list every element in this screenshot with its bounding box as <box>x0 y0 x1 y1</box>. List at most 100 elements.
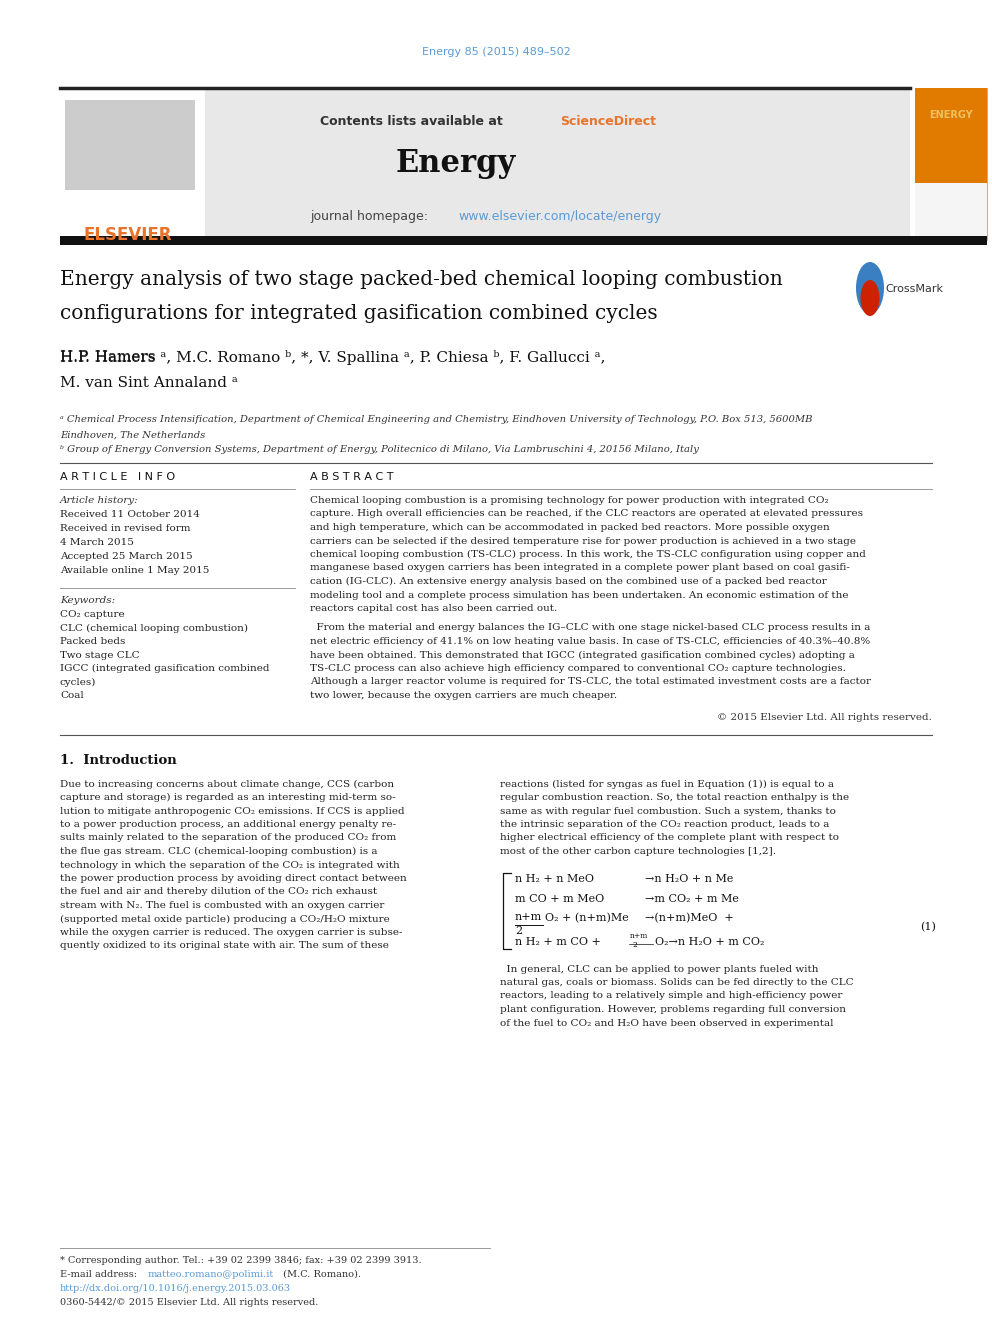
Text: (1): (1) <box>920 922 935 933</box>
Text: Keywords:: Keywords: <box>60 595 115 605</box>
Text: manganese based oxygen carriers has been integrated in a complete power plant ba: manganese based oxygen carriers has been… <box>310 564 850 573</box>
Text: ᵇ Group of Energy Conversion Systems, Department of Energy, Politecnico di Milan: ᵇ Group of Energy Conversion Systems, De… <box>60 445 699 454</box>
Text: chemical looping combustion (TS-CLC) process. In this work, the TS-CLC configura: chemical looping combustion (TS-CLC) pro… <box>310 550 866 560</box>
Text: plant configuration. However, problems regarding full conversion: plant configuration. However, problems r… <box>500 1005 846 1013</box>
Text: technology in which the separation of the CO₂ is integrated with: technology in which the separation of th… <box>60 860 400 869</box>
Text: Received in revised form: Received in revised form <box>60 524 190 533</box>
Text: IGCC (integrated gasification combined: IGCC (integrated gasification combined <box>60 664 270 673</box>
Text: Received 11 October 2014: Received 11 October 2014 <box>60 509 199 519</box>
Text: cation (IG-CLC). An extensive energy analysis based on the combined use of a pac: cation (IG-CLC). An extensive energy ana… <box>310 577 826 586</box>
Text: E-mail address:: E-mail address: <box>60 1270 140 1279</box>
Text: Article history:: Article history: <box>60 496 139 505</box>
Text: http://dx.doi.org/10.1016/j.energy.2015.03.063: http://dx.doi.org/10.1016/j.energy.2015.… <box>60 1285 291 1293</box>
Text: regular combustion reaction. So, the total reaction enthalpy is the: regular combustion reaction. So, the tot… <box>500 792 849 802</box>
Text: n+m: n+m <box>630 931 649 939</box>
Text: A B S T R A C T: A B S T R A C T <box>310 472 394 482</box>
Text: © 2015 Elsevier Ltd. All rights reserved.: © 2015 Elsevier Ltd. All rights reserved… <box>717 713 932 721</box>
Text: reactions (listed for syngas as fuel in Equation (1)) is equal to a: reactions (listed for syngas as fuel in … <box>500 779 834 789</box>
Text: Energy 85 (2015) 489–502: Energy 85 (2015) 489–502 <box>422 48 570 57</box>
Text: and high temperature, which can be accommodated in packed bed reactors. More pos: and high temperature, which can be accom… <box>310 523 829 532</box>
Text: Available online 1 May 2015: Available online 1 May 2015 <box>60 566 209 576</box>
Text: modeling tool and a complete process simulation has been undertaken. An economic: modeling tool and a complete process sim… <box>310 590 848 599</box>
Ellipse shape <box>860 280 880 316</box>
Text: capture. High overall efficiencies can be reached, if the CLC reactors are opera: capture. High overall efficiencies can b… <box>310 509 863 519</box>
Text: www.elsevier.com/locate/energy: www.elsevier.com/locate/energy <box>458 210 661 224</box>
Text: stream with N₂. The fuel is combusted with an oxygen carrier: stream with N₂. The fuel is combusted wi… <box>60 901 384 910</box>
Bar <box>65 101 195 191</box>
Text: configurations for integrated gasification combined cycles: configurations for integrated gasificati… <box>60 304 658 323</box>
Text: 4 March 2015: 4 March 2015 <box>60 538 134 546</box>
Text: Packed beds: Packed beds <box>60 636 125 646</box>
Bar <box>915 183 987 239</box>
Text: 2: 2 <box>632 941 637 949</box>
Text: n H₂ + n MeO: n H₂ + n MeO <box>515 875 594 885</box>
Text: * Corresponding author. Tel.: +39 02 2399 3846; fax: +39 02 2399 3913.: * Corresponding author. Tel.: +39 02 239… <box>60 1256 422 1265</box>
Text: TS-CLC process can also achieve high efficiency compared to conventional CO₂ cap: TS-CLC process can also achieve high eff… <box>310 664 846 673</box>
Text: higher electrical efficiency of the complete plant with respect to: higher electrical efficiency of the comp… <box>500 833 839 843</box>
Text: the fuel and air and thereby dilution of the CO₂ rich exhaust: the fuel and air and thereby dilution of… <box>60 888 377 897</box>
Text: Chemical looping combustion is a promising technology for power production with : Chemical looping combustion is a promisi… <box>310 496 828 505</box>
Text: same as with regular fuel combustion. Such a system, thanks to: same as with regular fuel combustion. Su… <box>500 807 836 815</box>
Text: the power production process by avoiding direct contact between: the power production process by avoiding… <box>60 875 407 882</box>
Text: reactors, leading to a relatively simple and high-efficiency power: reactors, leading to a relatively simple… <box>500 991 842 1000</box>
Text: →(n+m)MeO  +: →(n+m)MeO + <box>645 913 734 923</box>
Text: reactors capital cost has also been carried out.: reactors capital cost has also been carr… <box>310 605 558 613</box>
Text: ENERGY: ENERGY <box>930 110 973 120</box>
Text: 1.  Introduction: 1. Introduction <box>60 754 177 767</box>
Text: cycles): cycles) <box>60 677 96 687</box>
Text: quently oxidized to its original state with air. The sum of these: quently oxidized to its original state w… <box>60 942 389 950</box>
Bar <box>915 89 987 239</box>
Text: Contents lists available at: Contents lists available at <box>320 115 507 128</box>
Text: Although a larger reactor volume is required for TS-CLC, the total estimated inv: Although a larger reactor volume is requ… <box>310 677 871 687</box>
Text: two lower, because the oxygen carriers are much cheaper.: two lower, because the oxygen carriers a… <box>310 691 617 700</box>
Text: Two stage CLC: Two stage CLC <box>60 651 140 659</box>
Text: have been obtained. This demonstrated that IGCC (integrated gasification combine: have been obtained. This demonstrated th… <box>310 651 855 660</box>
Text: H.P. Hamers: H.P. Hamers <box>60 351 161 364</box>
Text: while the oxygen carrier is reduced. The oxygen carrier is subse-: while the oxygen carrier is reduced. The… <box>60 927 403 937</box>
Text: CLC (chemical looping combustion): CLC (chemical looping combustion) <box>60 623 248 632</box>
Text: the intrinsic separation of the CO₂ reaction product, leads to a: the intrinsic separation of the CO₂ reac… <box>500 820 829 830</box>
Text: ELSEVIER: ELSEVIER <box>83 226 173 243</box>
Text: n+m: n+m <box>515 913 543 922</box>
Bar <box>205 89 910 239</box>
Text: sults mainly related to the separation of the produced CO₂ from: sults mainly related to the separation o… <box>60 833 396 843</box>
Ellipse shape <box>856 262 884 314</box>
Text: the flue gas stream. CLC (chemical-looping combustion) is a: the flue gas stream. CLC (chemical-loopi… <box>60 847 378 856</box>
Text: Energy: Energy <box>396 148 516 179</box>
Text: lution to mitigate anthropogenic CO₂ emissions. If CCS is applied: lution to mitigate anthropogenic CO₂ emi… <box>60 807 405 815</box>
Text: capture and storage) is regarded as an interesting mid-term so-: capture and storage) is regarded as an i… <box>60 792 396 802</box>
Text: n H₂ + m CO +: n H₂ + m CO + <box>515 937 601 947</box>
Text: natural gas, coals or biomass. Solids can be fed directly to the CLC: natural gas, coals or biomass. Solids ca… <box>500 978 854 987</box>
Text: matteo.romano@polimi.it: matteo.romano@polimi.it <box>148 1270 274 1279</box>
Text: ScienceDirect: ScienceDirect <box>560 115 656 128</box>
Text: CrossMark: CrossMark <box>885 284 943 294</box>
Text: →m CO₂ + m Me: →m CO₂ + m Me <box>645 893 739 904</box>
Bar <box>60 89 205 239</box>
Text: Accepted 25 March 2015: Accepted 25 March 2015 <box>60 552 192 561</box>
Text: m CO + m MeO: m CO + m MeO <box>515 893 604 904</box>
Text: →n H₂O + n Me: →n H₂O + n Me <box>645 875 733 885</box>
Text: A R T I C L E   I N F O: A R T I C L E I N F O <box>60 472 176 482</box>
Text: CO₂ capture: CO₂ capture <box>60 610 125 619</box>
Text: of the fuel to CO₂ and H₂O have been observed in experimental: of the fuel to CO₂ and H₂O have been obs… <box>500 1019 833 1028</box>
Text: (supported metal oxide particle) producing a CO₂/H₂O mixture: (supported metal oxide particle) produci… <box>60 914 390 923</box>
Text: to a power production process, an additional energy penalty re-: to a power production process, an additi… <box>60 820 396 830</box>
Text: Due to increasing concerns about climate change, CCS (carbon: Due to increasing concerns about climate… <box>60 779 394 789</box>
Text: Energy analysis of two stage packed-bed chemical looping combustion: Energy analysis of two stage packed-bed … <box>60 270 783 288</box>
Text: carriers can be selected if the desired temperature rise for power production is: carriers can be selected if the desired … <box>310 537 856 545</box>
Text: most of the other carbon capture technologies [1,2].: most of the other carbon capture technol… <box>500 847 776 856</box>
Text: From the material and energy balances the IG–CLC with one stage nickel-based CLC: From the material and energy balances th… <box>310 623 870 632</box>
Text: 0360-5442/© 2015 Elsevier Ltd. All rights reserved.: 0360-5442/© 2015 Elsevier Ltd. All right… <box>60 1298 318 1307</box>
Text: O₂→n H₂O + m CO₂: O₂→n H₂O + m CO₂ <box>655 937 765 947</box>
Bar <box>60 235 987 245</box>
Text: Eindhoven, The Netherlands: Eindhoven, The Netherlands <box>60 431 205 441</box>
Text: ᵃ Chemical Process Intensification, Department of Chemical Engineering and Chemi: ᵃ Chemical Process Intensification, Depa… <box>60 415 812 423</box>
Text: journal homepage:: journal homepage: <box>310 210 432 224</box>
Text: Coal: Coal <box>60 691 83 700</box>
Text: (M.C. Romano).: (M.C. Romano). <box>280 1270 361 1279</box>
Text: M. van Sint Annaland ᵃ: M. van Sint Annaland ᵃ <box>60 376 238 390</box>
Bar <box>915 89 987 183</box>
Text: 2: 2 <box>515 926 522 935</box>
Text: O₂ + (n+m)Me: O₂ + (n+m)Me <box>545 913 629 923</box>
Text: net electric efficiency of 41.1% on low heating value basis. In case of TS-CLC, : net electric efficiency of 41.1% on low … <box>310 636 870 646</box>
